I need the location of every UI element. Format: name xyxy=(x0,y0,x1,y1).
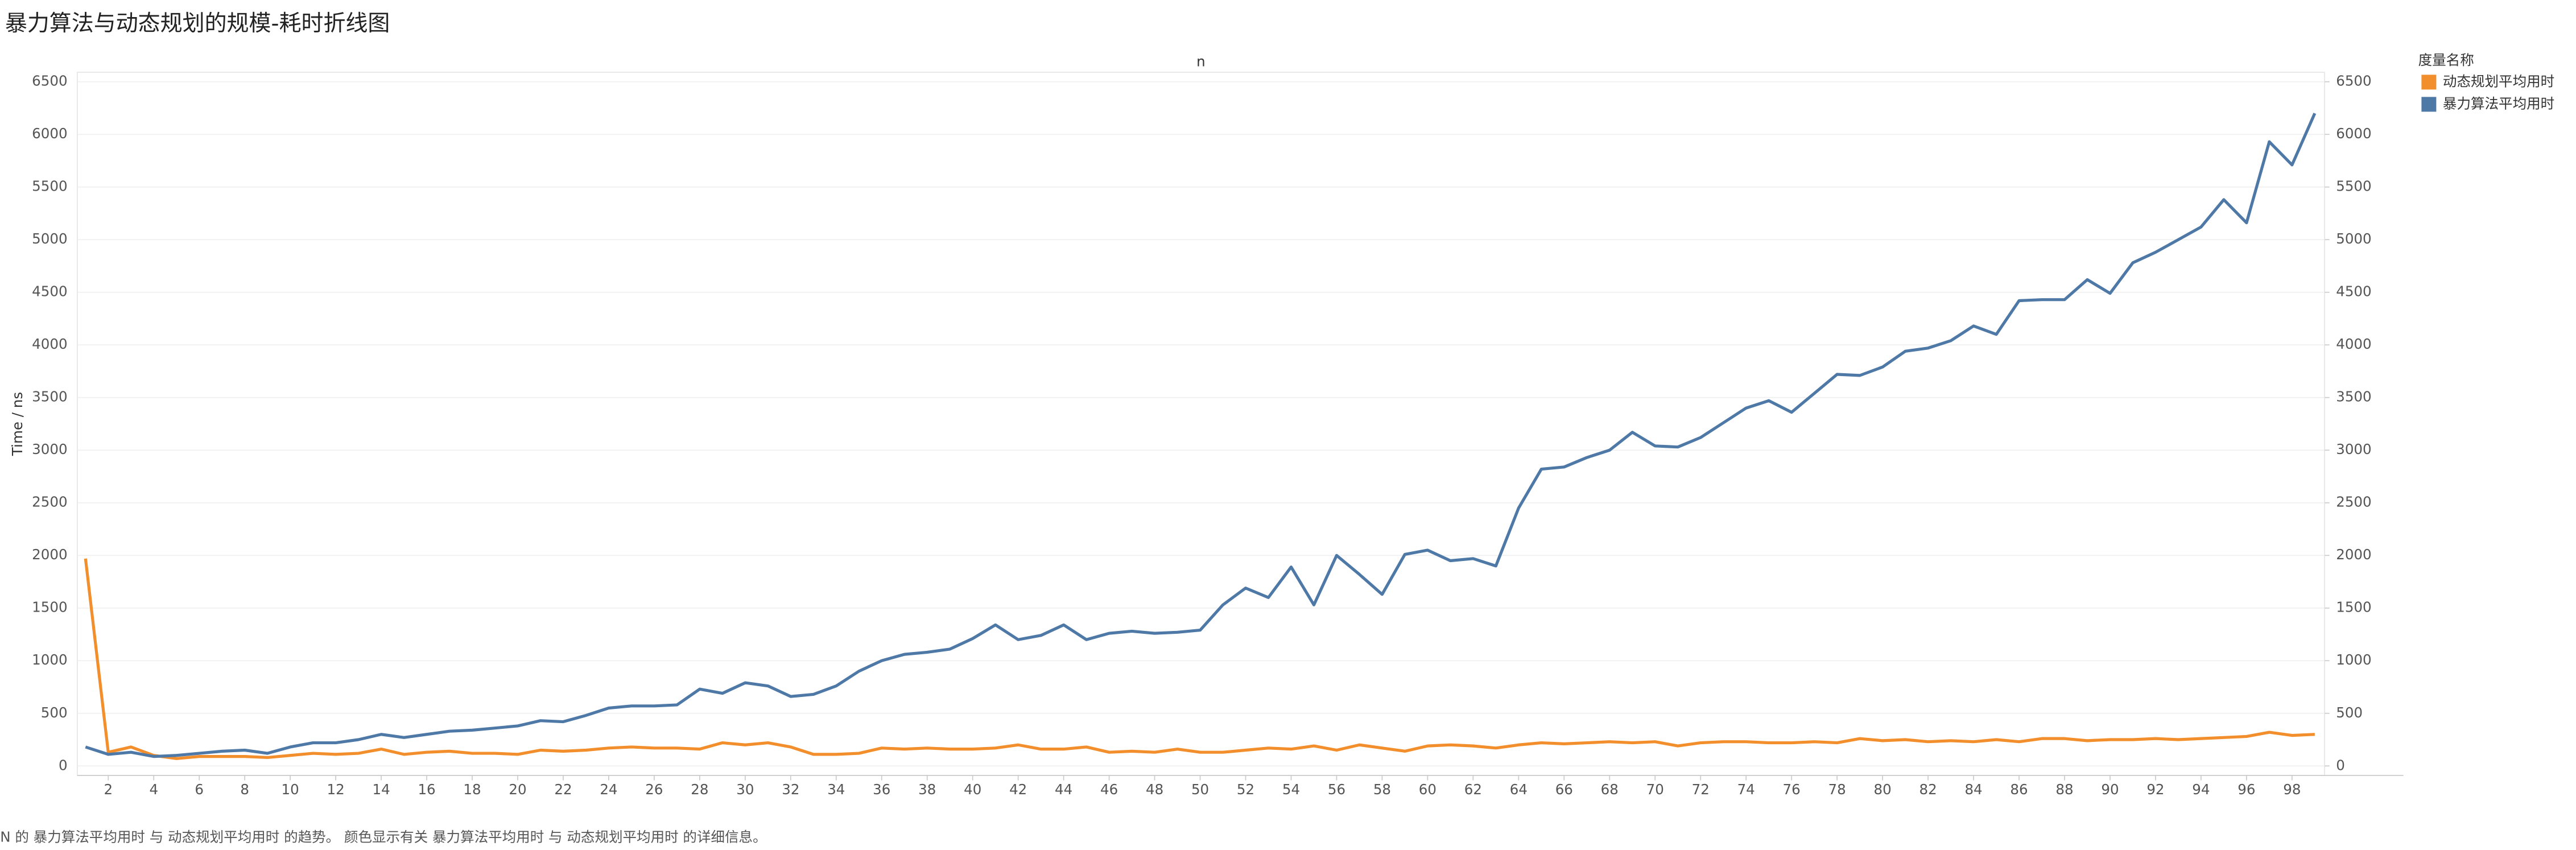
y2-tick-label: 4500 xyxy=(2336,283,2371,300)
x-tick-label: 60 xyxy=(1419,781,1436,798)
x-tick-label: 40 xyxy=(964,781,981,798)
x-tick-label: 98 xyxy=(2283,781,2301,798)
x-tick-label: 16 xyxy=(418,781,435,798)
x-tick-label: 92 xyxy=(2146,781,2164,798)
x-tick-label: 46 xyxy=(1100,781,1118,798)
x-tick-label: 2 xyxy=(104,781,113,798)
x-tick-label: 14 xyxy=(372,781,390,798)
x-tick-label: 48 xyxy=(1146,781,1163,798)
x-tick-label: 12 xyxy=(327,781,345,798)
y-tick-label: 2500 xyxy=(32,494,67,510)
x-tick-label: 24 xyxy=(600,781,617,798)
y-tick-label: 2000 xyxy=(32,546,67,563)
y2-tick-label: 5500 xyxy=(2336,178,2371,195)
y2-tick-label: 6000 xyxy=(2336,125,2371,142)
y-tick-label: 3000 xyxy=(32,441,67,457)
x-axis-title: n xyxy=(1196,53,1206,70)
x-tick-label: 18 xyxy=(463,781,481,798)
x-tick-label: 36 xyxy=(873,781,890,798)
y-tick-label: 4500 xyxy=(32,283,67,300)
x-tick-label: 44 xyxy=(1055,781,1072,798)
y-axis-title: Time / ns xyxy=(9,392,26,456)
legend-title: 度量名称 xyxy=(2418,52,2474,68)
plot-frame xyxy=(77,72,2325,776)
y2-tick-label: 4000 xyxy=(2336,336,2371,352)
x-tick-label: 10 xyxy=(282,781,299,798)
x-tick-label: 94 xyxy=(2192,781,2210,798)
x-tick-label: 64 xyxy=(1510,781,1528,798)
x-tick-label: 78 xyxy=(1828,781,1846,798)
x-tick-label: 72 xyxy=(1692,781,1710,798)
x-tick-label: 50 xyxy=(1191,781,1209,798)
x-tick-label: 34 xyxy=(827,781,845,798)
x-tick-label: 68 xyxy=(1601,781,1619,798)
y2-tick-label: 1000 xyxy=(2336,651,2371,668)
y-tick-label: 6000 xyxy=(32,125,67,142)
y2-tick-label: 5000 xyxy=(2336,230,2371,247)
y-tick-label: 500 xyxy=(41,704,68,721)
y2-tick-label: 2500 xyxy=(2336,494,2371,510)
x-tick-label: 96 xyxy=(2238,781,2255,798)
y-tick-label: 3500 xyxy=(32,389,67,405)
legend-label: 暴力算法平均用时 xyxy=(2443,95,2554,112)
x-tick-label: 58 xyxy=(1373,781,1391,798)
x-tick-label: 56 xyxy=(1328,781,1345,798)
y2-tick-label: 2000 xyxy=(2336,546,2371,563)
x-tick-label: 30 xyxy=(736,781,754,798)
y-tick-label: 1500 xyxy=(32,599,67,616)
legend-label: 动态规划平均用时 xyxy=(2443,73,2554,89)
x-tick-label: 76 xyxy=(1783,781,1801,798)
y2-tick-label: 500 xyxy=(2336,704,2363,721)
x-tick-label: 62 xyxy=(1464,781,1482,798)
x-tick-label: 42 xyxy=(1009,781,1027,798)
x-tick-label: 84 xyxy=(1964,781,1982,798)
x-tick-label: 88 xyxy=(2055,781,2073,798)
y2-tick-label: 0 xyxy=(2336,757,2345,773)
x-tick-label: 70 xyxy=(1646,781,1664,798)
x-tick-label: 82 xyxy=(1919,781,1937,798)
x-tick-label: 90 xyxy=(2101,781,2119,798)
x-tick-label: 4 xyxy=(149,781,158,798)
x-tick-label: 86 xyxy=(2010,781,2028,798)
x-tick-label: 66 xyxy=(1555,781,1573,798)
x-tick-label: 32 xyxy=(782,781,799,798)
y-tick-label: 4000 xyxy=(32,336,67,352)
y-tick-label: 5000 xyxy=(32,230,67,247)
x-tick-label: 80 xyxy=(1874,781,1892,798)
x-tick-label: 38 xyxy=(918,781,936,798)
y2-tick-label: 3500 xyxy=(2336,389,2371,405)
y2-tick-label: 3000 xyxy=(2336,441,2371,457)
y-tick-label: 5500 xyxy=(32,178,67,195)
y-tick-label: 1000 xyxy=(32,651,67,668)
y-tick-label: 6500 xyxy=(32,73,67,89)
caption: N 的 暴力算法平均用时 与 动态规划平均用时 的趋势。 颜色显示有关 暴力算法… xyxy=(0,829,766,845)
series-line xyxy=(85,113,2317,758)
chart-title: 暴力算法与动态规划的规模-耗时折线图 xyxy=(5,11,390,36)
x-tick-label: 8 xyxy=(240,781,249,798)
x-tick-label: 6 xyxy=(195,781,204,798)
y2-tick-label: 1500 xyxy=(2336,599,2371,616)
series-line xyxy=(84,558,2315,760)
legend-swatch xyxy=(2421,75,2437,90)
x-tick-label: 74 xyxy=(1737,781,1755,798)
y2-tick-label: 6500 xyxy=(2336,73,2371,89)
x-tick-label: 26 xyxy=(645,781,663,798)
x-tick-label: 28 xyxy=(691,781,708,798)
x-tick-label: 20 xyxy=(509,781,526,798)
x-tick-label: 22 xyxy=(554,781,572,798)
x-tick-label: 54 xyxy=(1282,781,1300,798)
x-tick-label: 52 xyxy=(1237,781,1254,798)
y-tick-label: 0 xyxy=(59,757,68,773)
legend-swatch xyxy=(2421,97,2437,112)
